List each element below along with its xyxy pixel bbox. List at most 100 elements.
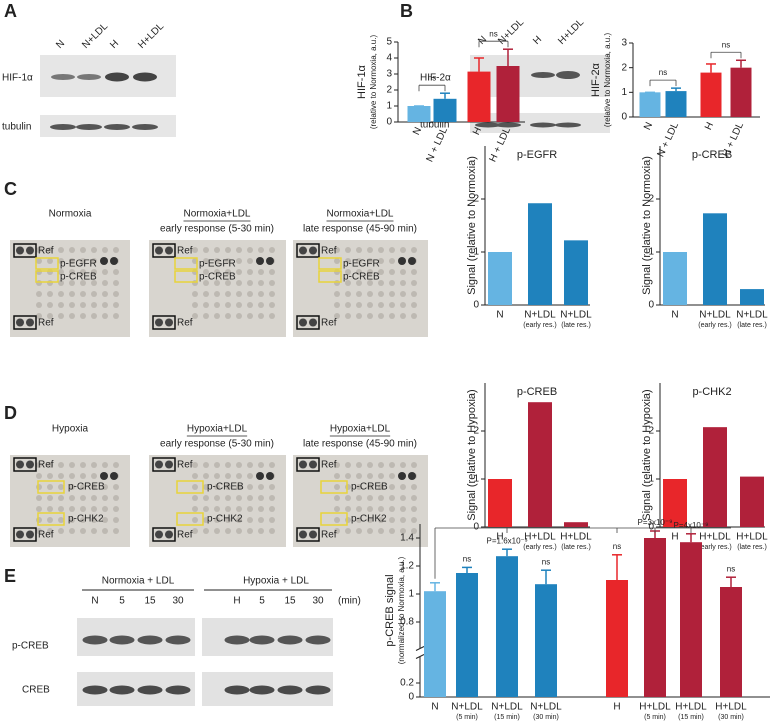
bar (496, 556, 518, 697)
spot (269, 506, 275, 512)
spot (91, 495, 97, 501)
spot (269, 462, 275, 468)
array-label: Ref (321, 530, 337, 541)
spot (58, 302, 64, 308)
band (277, 635, 303, 645)
chart-title: p-CREB (692, 149, 732, 161)
band (556, 71, 580, 79)
lane-label: N+LDL (80, 21, 110, 51)
band (249, 635, 275, 645)
spot (367, 313, 373, 319)
spot (378, 462, 384, 468)
label-box (174, 270, 198, 283)
spot (58, 484, 64, 490)
band (305, 685, 331, 695)
spot (236, 291, 242, 297)
spot (367, 280, 373, 286)
spot (225, 517, 231, 523)
spot (411, 462, 417, 468)
spot (80, 302, 86, 308)
lane-label: N+LDL (496, 17, 526, 47)
spot (367, 302, 373, 308)
spot (58, 495, 64, 501)
spot (69, 484, 75, 490)
spot (113, 517, 119, 523)
spot (247, 313, 253, 319)
y-axis-note: (relative to Normoxia, a.u.) (603, 33, 612, 128)
spot (334, 528, 340, 534)
spot (266, 472, 274, 480)
label-box (318, 257, 342, 270)
bar (424, 591, 446, 697)
spot (367, 462, 373, 468)
spot (102, 506, 108, 512)
spot (334, 462, 340, 468)
spot (411, 247, 417, 253)
spot (400, 280, 406, 286)
array-title: Hypoxia+LDL (330, 424, 391, 435)
label-box (152, 315, 176, 330)
panel-letter: A (4, 1, 17, 21)
spot (36, 269, 42, 275)
annotation: ns (659, 68, 667, 77)
band (51, 74, 75, 80)
spot (247, 302, 253, 308)
spot (16, 530, 24, 539)
spot (299, 530, 307, 539)
spot (91, 291, 97, 297)
y-tick-label: 5 (386, 37, 392, 48)
y-axis-label: Signal (relative to Hypoxia) (466, 389, 478, 520)
spot (258, 291, 264, 297)
spot (47, 269, 53, 275)
spot (334, 313, 340, 319)
spot (80, 313, 86, 319)
spot (378, 258, 384, 264)
x-tick-label: H (703, 121, 716, 132)
bar (740, 289, 764, 305)
spot (236, 473, 242, 479)
spot (36, 473, 42, 479)
spot (389, 258, 395, 264)
spot (80, 247, 86, 253)
spot (91, 302, 97, 308)
spot (203, 473, 209, 479)
spot (203, 484, 209, 490)
bar-label: ns (613, 542, 621, 551)
array-label: Ref (177, 318, 193, 329)
spot (91, 473, 97, 479)
spot (269, 280, 275, 286)
array-label: p-CREB (68, 482, 105, 493)
x-tick-label: N+LDL (560, 310, 592, 321)
spot (192, 302, 198, 308)
spot (258, 495, 264, 501)
spot (155, 246, 163, 255)
spot (400, 528, 406, 534)
spot (47, 247, 53, 253)
bar (467, 71, 491, 122)
spot (378, 528, 384, 534)
spot (356, 247, 362, 253)
x-tick-label: H (496, 532, 503, 543)
bar (680, 542, 702, 697)
spot (113, 528, 119, 534)
spot (269, 313, 275, 319)
spot (113, 506, 119, 512)
x-tick-note: (late res.) (737, 322, 767, 329)
spot (389, 473, 395, 479)
spot (69, 302, 75, 308)
spot (80, 495, 86, 501)
axis-break (415, 654, 425, 659)
spot (214, 247, 220, 253)
band (109, 635, 135, 645)
x-tick-note: (15 min) (678, 714, 704, 721)
spot (367, 247, 373, 253)
label-box (176, 512, 204, 526)
array-label: p-CHK2 (68, 514, 104, 525)
array-label: Ref (38, 318, 54, 329)
spot (102, 269, 108, 275)
spot (58, 291, 64, 297)
spot (69, 506, 75, 512)
spot (110, 472, 118, 480)
lane-label: 30 (172, 596, 184, 607)
spot (269, 269, 275, 275)
